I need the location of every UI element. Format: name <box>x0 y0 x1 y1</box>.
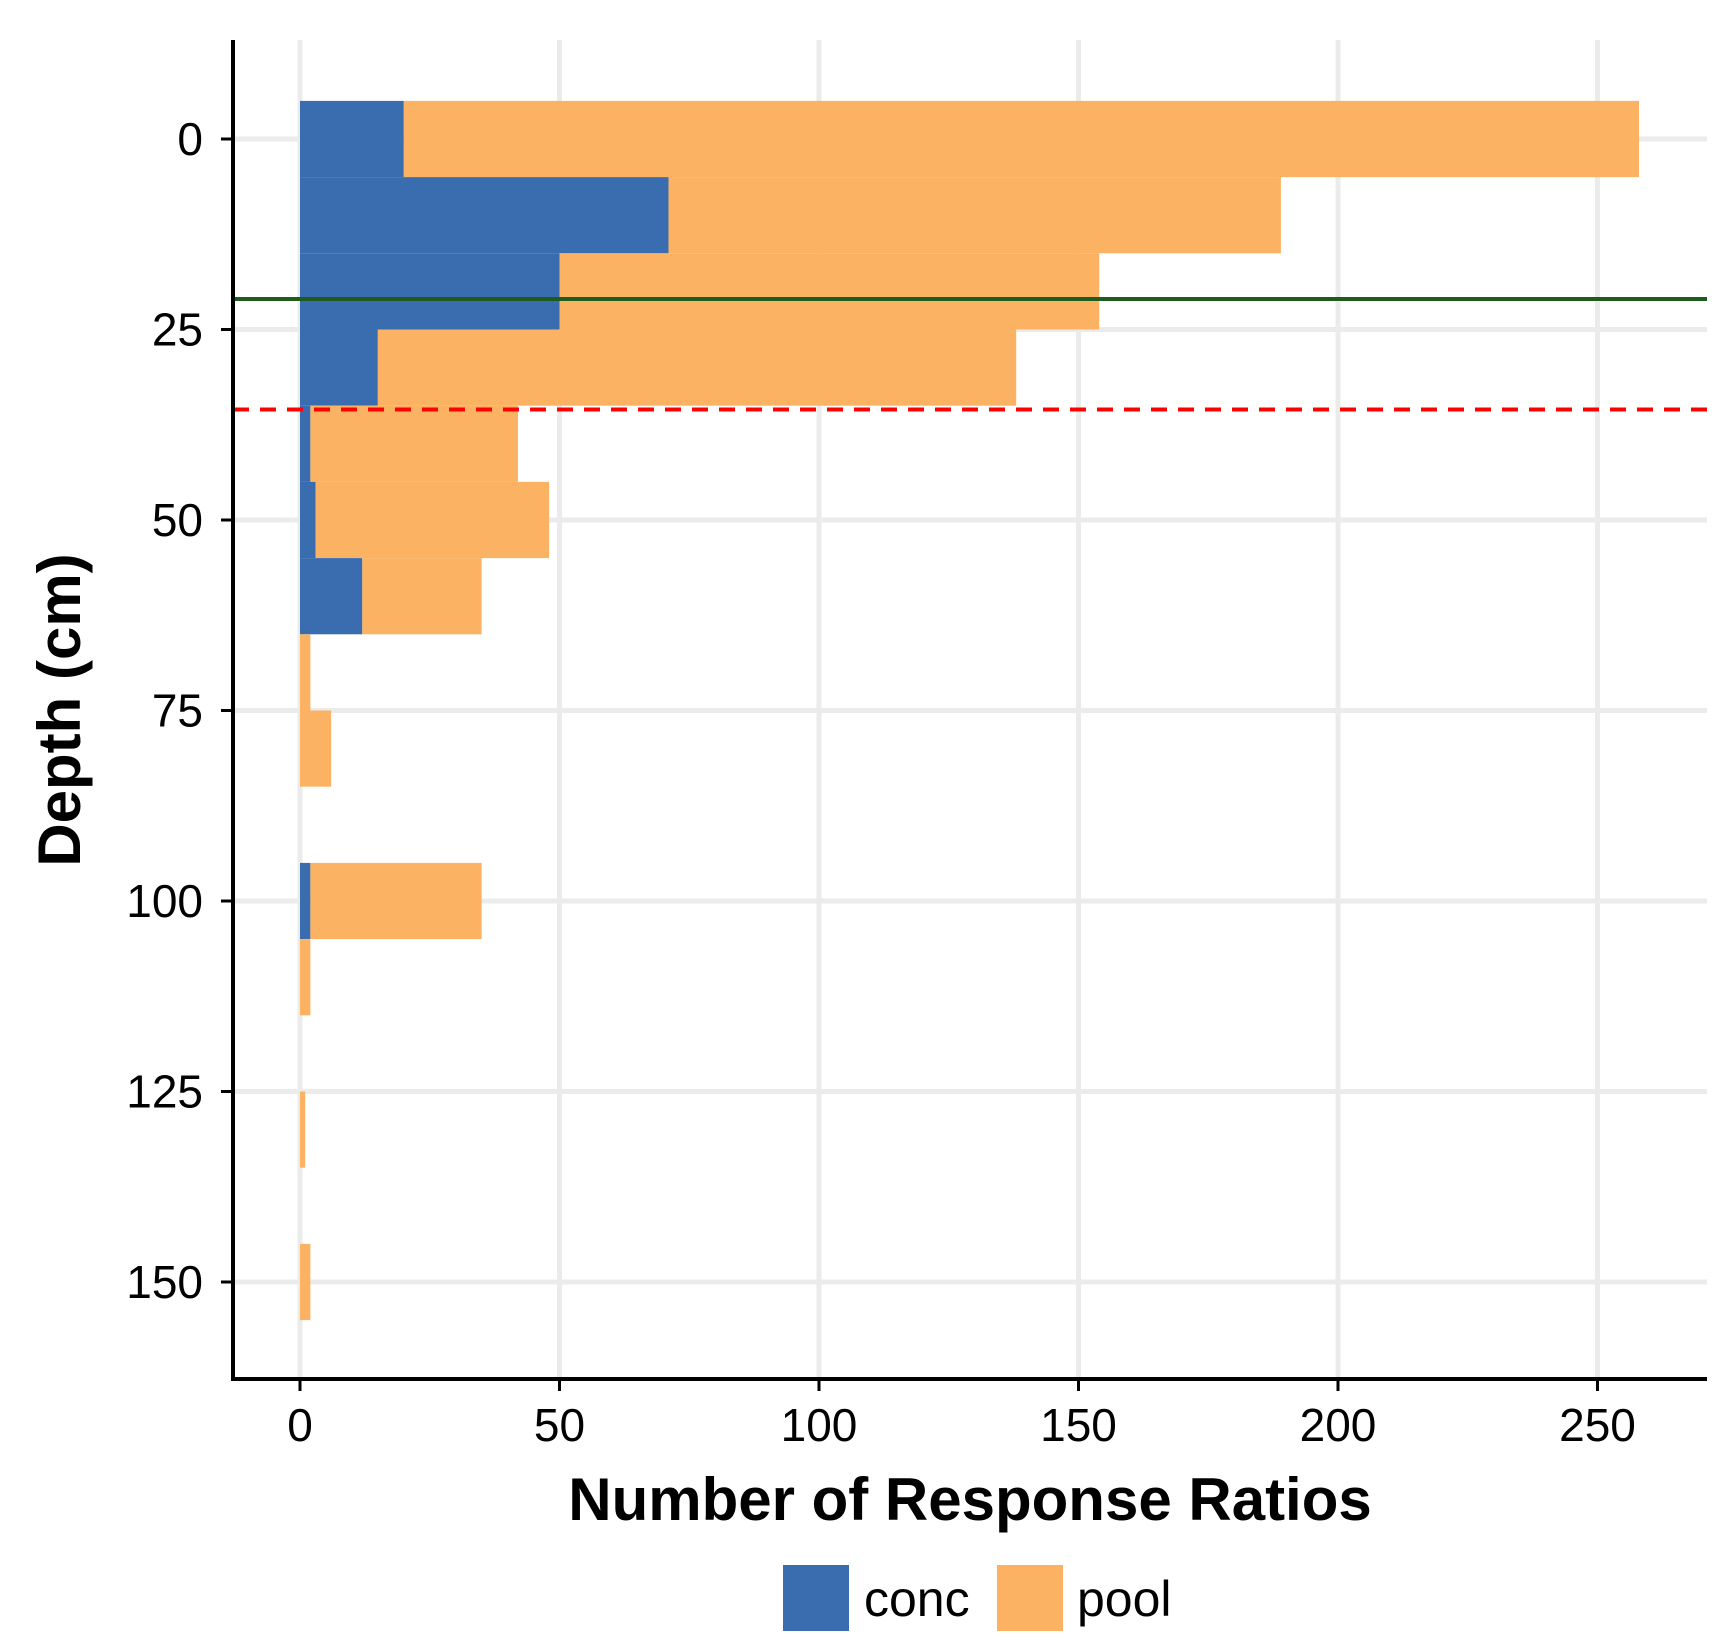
y-tick-label: 0 <box>177 113 203 165</box>
bar-pool-110 <box>300 939 311 1016</box>
reference-lines <box>233 297 1707 412</box>
y-tick-label: 75 <box>152 685 203 737</box>
y-tick-label: 125 <box>126 1066 203 1118</box>
bar-pool-10 <box>668 177 1281 254</box>
y-tick-label: 50 <box>152 494 203 546</box>
legend-label-pool: pool <box>1077 1571 1172 1627</box>
x-tick-label: 50 <box>534 1399 585 1451</box>
bar-pool-40 <box>310 405 518 482</box>
x-tick-label: 150 <box>1040 1399 1117 1451</box>
bar-pool-50 <box>315 481 550 559</box>
bar-pool-0 <box>403 100 1640 178</box>
bar-conc-50 <box>300 481 316 559</box>
legend: conc pool <box>783 1565 1172 1631</box>
y-tick-label: 100 <box>126 875 203 927</box>
y-tick-label: 150 <box>126 1256 203 1308</box>
bar-pool-20 <box>559 253 1100 330</box>
bar-conc-20 <box>300 253 560 330</box>
bar-conc-0 <box>300 100 404 178</box>
bar-pool-130 <box>300 1091 306 1168</box>
bar-pool-100 <box>310 862 482 940</box>
tick-labels: 0 50 100 150 200 250 0 25 50 75 100 125 150 <box>126 113 1636 1451</box>
x-axis-title: Number of Response Ratios <box>568 1466 1371 1533</box>
legend-label-conc: conc <box>864 1571 970 1627</box>
bar-conc-10 <box>300 177 669 254</box>
bar-conc-30 <box>300 329 378 406</box>
bar-conc-60 <box>300 558 363 635</box>
x-tick-label: 250 <box>1559 1399 1636 1451</box>
x-tick-label: 0 <box>287 1399 313 1451</box>
y-axis-title: Depth (cm) <box>26 553 93 866</box>
bar-pool-30 <box>377 329 1017 406</box>
x-tick-label: 200 <box>1300 1399 1377 1451</box>
bar-pool-60 <box>362 558 482 635</box>
legend-swatch-pool <box>997 1565 1063 1631</box>
bar-pool-70 <box>300 634 311 711</box>
x-tick-label: 100 <box>781 1399 858 1451</box>
bar-conc-40 <box>300 405 311 482</box>
bars <box>300 100 1640 1321</box>
y-tick-label: 25 <box>152 304 203 356</box>
legend-swatch-conc <box>783 1565 849 1631</box>
bar-conc-100 <box>300 862 311 940</box>
bar-pool-80 <box>300 710 332 787</box>
bar-pool-150 <box>300 1243 311 1321</box>
